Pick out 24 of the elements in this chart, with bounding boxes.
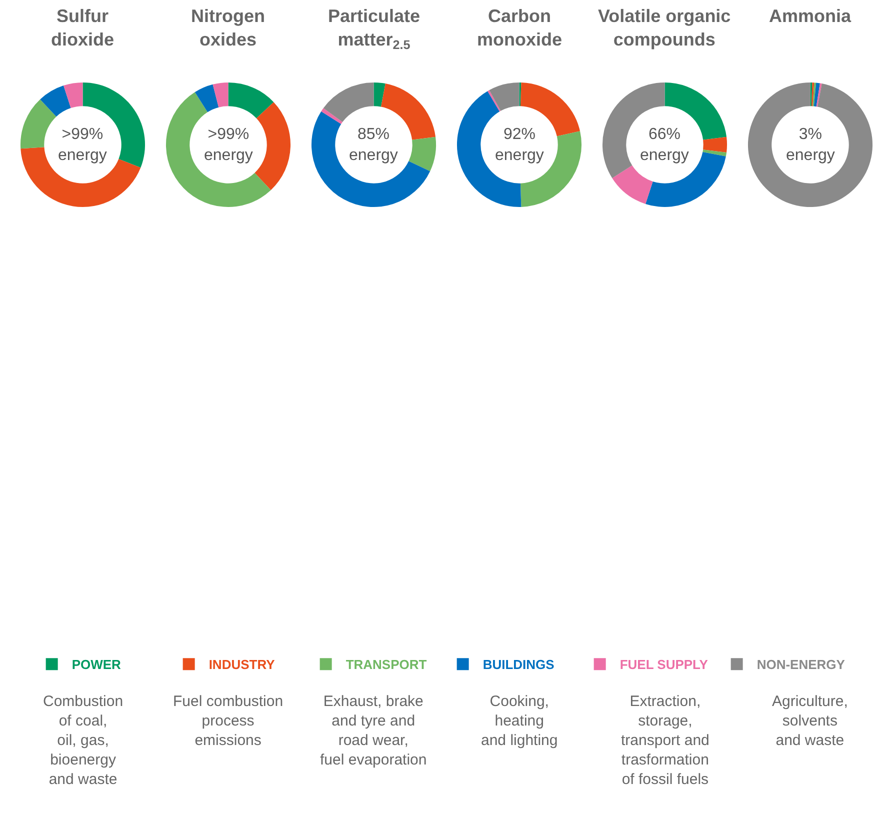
text: >99% energy	[58, 126, 107, 164]
text: >99% energy	[204, 126, 253, 164]
text: 66% energy	[640, 126, 689, 164]
text: Agriculture, solvents and waste	[772, 693, 848, 749]
text: Combustion of coal, oil, gas, bioenergy and waste	[43, 693, 124, 788]
text: Cooking, heating and lighting	[481, 693, 558, 749]
legend-label: NON-ENERGY	[756, 657, 846, 672]
text: Extraction, storage, transport and trasformation of fossil fuels	[621, 693, 710, 788]
text: 92% energy	[495, 126, 544, 164]
legend-label: TRANSPORT	[346, 657, 427, 672]
legend-label: INDUSTRY	[208, 657, 276, 672]
legend-label: BUILDINGS	[482, 657, 555, 672]
slice-label: Nitrogen oxides	[191, 6, 265, 50]
slice-label: Particulate matter$_{2.5}$	[328, 6, 420, 52]
slice-label: Carbon monoxide	[477, 6, 562, 50]
slice-label: Sulfur dioxide	[51, 6, 114, 50]
text: 85% energy	[349, 126, 398, 164]
legend-label: POWER	[72, 657, 122, 672]
slice-label: Ammonia	[769, 6, 852, 26]
legend-label: FUEL SUPPLY	[620, 657, 708, 672]
slice-label: Volatile organic compounds	[598, 6, 731, 50]
text: Fuel combustion process emissions	[173, 693, 284, 749]
text: 3% energy	[786, 126, 835, 164]
text: Exhaust, brake and tyre and road wear, fuel evaporation	[320, 693, 427, 768]
